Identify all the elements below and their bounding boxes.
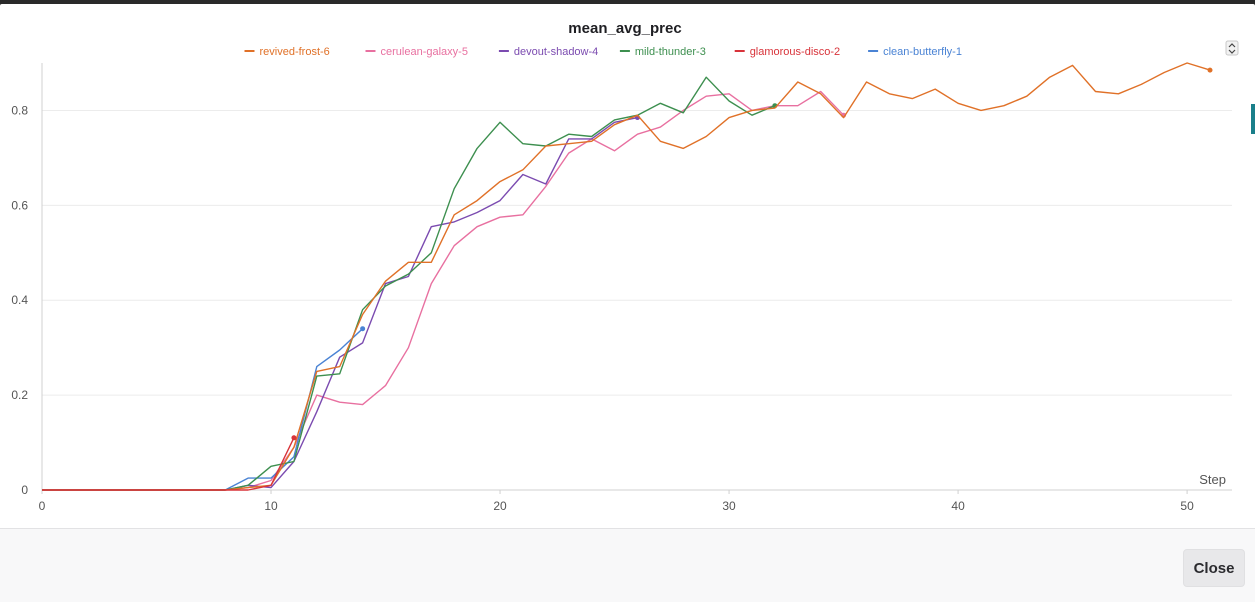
series-endpoint-clean-butterfly-1 xyxy=(360,326,366,332)
legend-label: clean-butterfly-1 xyxy=(883,46,962,58)
legend-menu-button[interactable] xyxy=(1225,40,1239,56)
y-tick-label: 0.8 xyxy=(11,103,28,117)
series-endpoint-revived-frost-6 xyxy=(1207,67,1213,73)
series-line-clean-butterfly-1[interactable] xyxy=(42,328,364,491)
y-tick-label: 0.4 xyxy=(11,293,28,307)
chart-title: mean_avg_prec xyxy=(568,20,681,37)
legend-label: glamorous-disco-2 xyxy=(750,46,840,58)
series-endpoint-glamorous-disco-2 xyxy=(291,435,297,441)
series-line-revived-frost-6[interactable] xyxy=(42,62,1211,491)
modal-footer: Close xyxy=(0,528,1255,602)
series-line-devout-shadow-4[interactable] xyxy=(42,116,638,491)
top-bar xyxy=(0,0,1255,6)
x-tick-label: 10 xyxy=(264,499,278,513)
series-line-mild-thunder-3[interactable] xyxy=(42,76,776,491)
legend-label: devout-shadow-4 xyxy=(514,46,598,58)
grid xyxy=(42,109,1232,396)
y-tick-label: 0.6 xyxy=(11,198,28,212)
x-tick-label: 30 xyxy=(722,499,736,513)
legend-label: cerulean-galaxy-5 xyxy=(381,46,468,58)
chart-area: mean_avg_prec revived-frost-6 cerulean-ga… xyxy=(0,4,1255,528)
line-chart: mean_avg_prec revived-frost-6 cerulean-ga… xyxy=(11,20,1239,513)
y-tick-label: 0 xyxy=(21,483,28,497)
side-panel-edge xyxy=(1251,104,1255,134)
legend: revived-frost-6 cerulean-galaxy-5 devout-s… xyxy=(244,46,962,58)
x-tick-label: 0 xyxy=(39,499,46,513)
close-button[interactable]: Close xyxy=(1183,549,1245,587)
series-line-glamorous-disco-2[interactable] xyxy=(42,437,295,491)
legend-label: mild-thunder-3 xyxy=(635,46,706,58)
x-axis-label: Step xyxy=(1199,472,1226,487)
legend-item-glamorous-disco-2[interactable]: glamorous-disco-2 xyxy=(734,46,840,58)
series-line-cerulean-galaxy-5[interactable] xyxy=(42,90,845,491)
x-tick-label: 20 xyxy=(493,499,507,513)
series-layer xyxy=(42,62,1213,491)
x-tick-label: 50 xyxy=(1180,499,1194,513)
chart-modal: mean_avg_prec revived-frost-6 cerulean-ga… xyxy=(0,4,1255,602)
legend-item-devout-shadow-4[interactable]: devout-shadow-4 xyxy=(498,46,598,58)
legend-item-cerulean-galaxy-5[interactable]: cerulean-galaxy-5 xyxy=(365,46,468,58)
legend-item-clean-butterfly-1[interactable]: clean-butterfly-1 xyxy=(868,46,962,58)
legend-label: revived-frost-6 xyxy=(260,46,330,58)
x-tick-label: 40 xyxy=(951,499,965,513)
axes: 0 0.2 0.4 0.6 0.8 0 10 20 30 40 50 xyxy=(11,63,1232,513)
legend-item-mild-thunder-3[interactable]: mild-thunder-3 xyxy=(619,46,706,58)
legend-item-revived-frost-6[interactable]: revived-frost-6 xyxy=(244,46,330,58)
y-tick-label: 0.2 xyxy=(11,388,28,402)
